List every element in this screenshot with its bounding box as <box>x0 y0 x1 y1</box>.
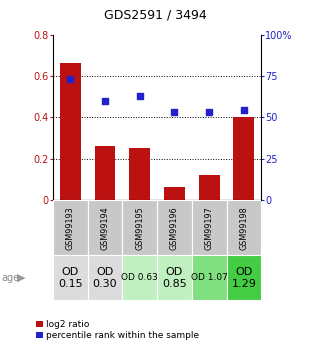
Point <box>68 77 73 82</box>
Bar <box>226 255 261 300</box>
Text: GSM99196: GSM99196 <box>170 206 179 249</box>
Bar <box>88 255 122 300</box>
Text: OD 1.07: OD 1.07 <box>191 273 228 282</box>
Text: OD
0.30: OD 0.30 <box>93 267 117 288</box>
Bar <box>88 200 122 255</box>
Text: GDS2591 / 3494: GDS2591 / 3494 <box>104 9 207 22</box>
Text: OD
0.85: OD 0.85 <box>162 267 187 288</box>
Bar <box>164 187 185 200</box>
Bar <box>53 255 88 300</box>
Text: GSM99198: GSM99198 <box>239 206 248 249</box>
Bar <box>53 200 88 255</box>
Point <box>241 107 246 112</box>
Bar <box>234 117 254 200</box>
Text: GSM99195: GSM99195 <box>135 206 144 249</box>
Bar <box>226 200 261 255</box>
Bar <box>122 255 157 300</box>
Point <box>207 109 211 114</box>
Bar <box>95 146 115 200</box>
Text: OD 0.63: OD 0.63 <box>121 273 158 282</box>
Bar <box>199 175 220 200</box>
Text: GSM99197: GSM99197 <box>205 206 214 249</box>
Bar <box>129 148 150 200</box>
Text: GSM99193: GSM99193 <box>66 206 75 249</box>
Text: GSM99194: GSM99194 <box>100 206 109 249</box>
Bar <box>192 200 226 255</box>
Bar <box>60 63 81 200</box>
Bar <box>122 200 157 255</box>
Point <box>137 93 142 99</box>
Bar <box>157 255 192 300</box>
Bar <box>192 255 226 300</box>
Text: ▶: ▶ <box>17 273 26 283</box>
Text: OD
0.15: OD 0.15 <box>58 267 82 288</box>
Bar <box>157 200 192 255</box>
Point <box>172 109 177 114</box>
Legend: log2 ratio, percentile rank within the sample: log2 ratio, percentile rank within the s… <box>36 320 200 341</box>
Text: age: age <box>2 273 20 283</box>
Point <box>103 98 108 104</box>
Text: OD
1.29: OD 1.29 <box>231 267 256 288</box>
